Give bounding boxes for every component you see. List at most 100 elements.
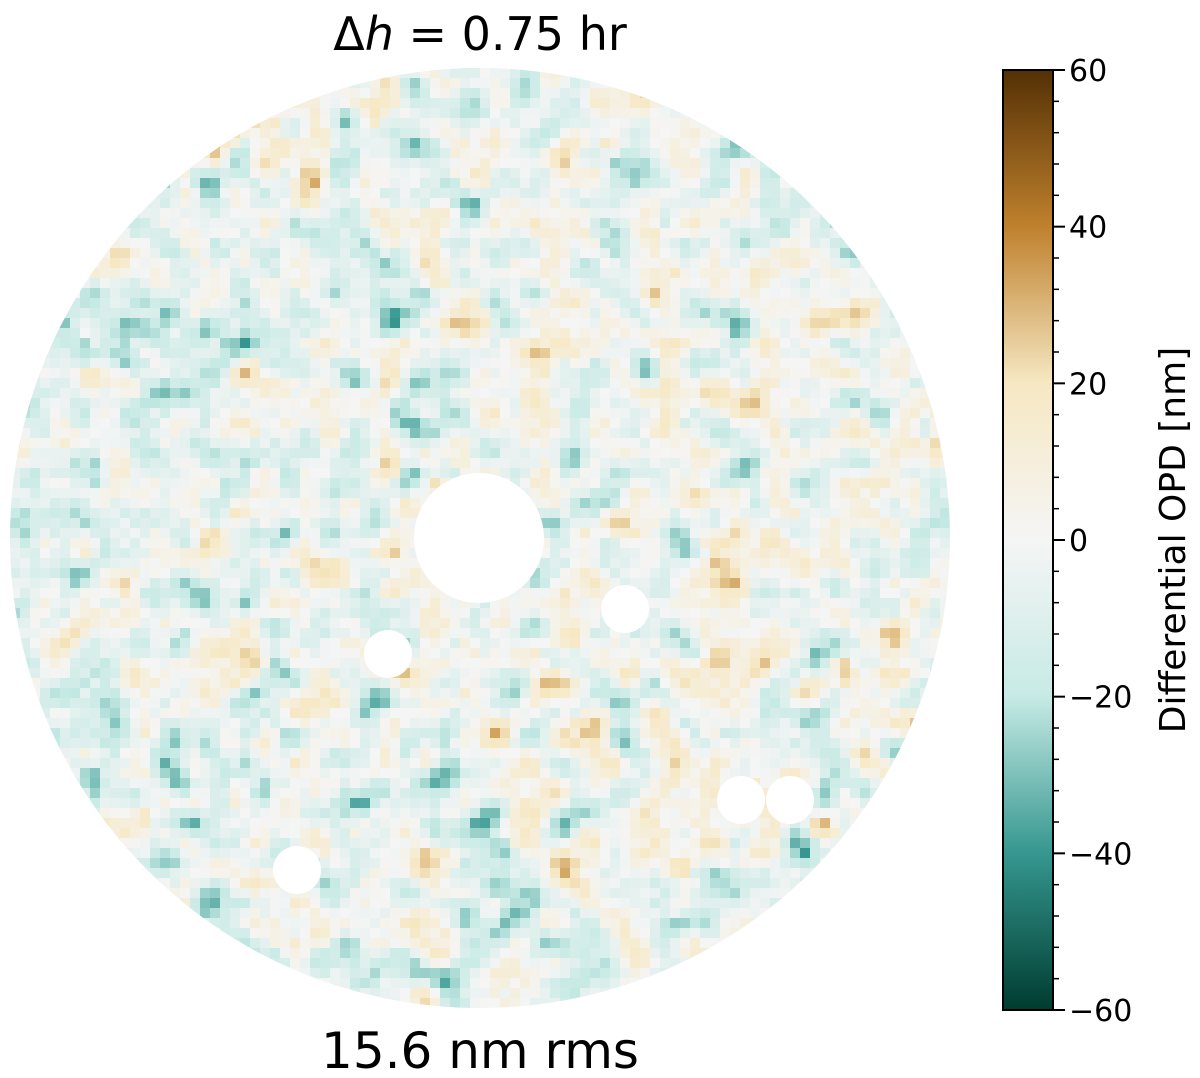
opd-cell [860,488,871,499]
opd-cell [280,598,291,609]
opd-cell [180,188,191,199]
opd-cell [340,198,351,209]
opd-cell [660,278,671,289]
opd-cell [240,538,251,549]
opd-cell [190,608,201,619]
opd-cell [400,208,411,219]
opd-cell [120,608,131,619]
opd-cell [440,248,451,259]
opd-cell [800,648,811,659]
opd-cell [770,198,781,209]
opd-cell [800,438,811,449]
opd-cell [170,188,181,199]
opd-cell [410,488,421,499]
opd-cell [80,658,91,669]
opd-cell [740,338,751,349]
opd-cell [550,448,561,459]
opd-cell [640,628,651,639]
opd-cell [820,378,831,389]
opd-cell [690,508,701,519]
opd-cell [300,228,311,239]
opd-cell [340,278,351,289]
opd-cell [660,508,671,519]
opd-cell [370,158,381,169]
opd-cell [510,428,521,439]
opd-cell [590,128,601,139]
opd-cell [810,538,821,549]
opd-cell [280,548,291,559]
opd-cell [100,638,111,649]
opd-cell [120,678,131,689]
opd-cell [540,78,551,89]
opd-cell [770,238,781,249]
opd-cell [230,468,241,479]
opd-cell [650,328,661,339]
opd-cell [340,258,351,269]
opd-cell [190,148,201,159]
opd-cell [530,88,541,99]
opd-cell [910,408,921,419]
opd-cell [240,498,251,509]
opd-cell [840,548,851,559]
opd-cell [810,418,821,429]
opd-cell [620,508,631,519]
opd-cell [780,578,791,589]
opd-cell [400,268,411,279]
opd-cell [60,538,71,549]
opd-cell [470,138,481,149]
opd-cell [150,498,161,509]
opd-cell [480,308,491,319]
opd-cell [380,478,391,489]
opd-cell [60,408,71,419]
opd-cell [210,448,221,459]
opd-cell [360,78,371,89]
opd-cell [630,98,641,109]
opd-cell [120,318,131,329]
opd-cell [860,268,871,279]
opd-cell [560,568,571,579]
opd-cell [560,118,571,129]
opd-cell [270,328,281,339]
opd-cell [930,588,941,599]
opd-cell [610,638,621,649]
opd-cell [890,428,901,439]
opd-cell [520,178,531,189]
opd-cell [430,628,441,639]
opd-cell [70,428,81,439]
opd-cell [790,208,801,219]
opd-cell [480,278,491,289]
opd-cell [580,298,591,309]
opd-cell [660,188,671,199]
opd-cell [250,388,261,399]
opd-cell [730,328,741,339]
opd-cell [860,548,871,559]
opd-cell [140,388,151,399]
opd-cell [470,278,481,289]
opd-cell [400,318,411,329]
opd-cell [920,558,931,569]
opd-cell [360,338,371,349]
opd-cell [640,348,651,359]
opd-cell [170,538,181,549]
opd-cell [560,658,571,669]
opd-cell [650,188,661,199]
opd-cell [310,438,321,449]
opd-cell [340,438,351,449]
opd-cell [600,378,611,389]
opd-cell [500,398,511,409]
opd-cell [670,248,681,259]
opd-cell [70,438,81,449]
opd-cell [290,398,301,409]
opd-cell [280,458,291,469]
opd-cell [720,448,731,459]
opd-cell [180,328,191,339]
opd-cell [260,118,271,129]
opd-cell [230,578,241,589]
opd-cell [350,218,361,229]
opd-cell [890,298,901,309]
opd-cell [700,608,711,619]
opd-cell [150,508,161,519]
opd-cell [610,318,621,329]
opd-cell [930,578,941,589]
opd-cell [780,648,791,659]
